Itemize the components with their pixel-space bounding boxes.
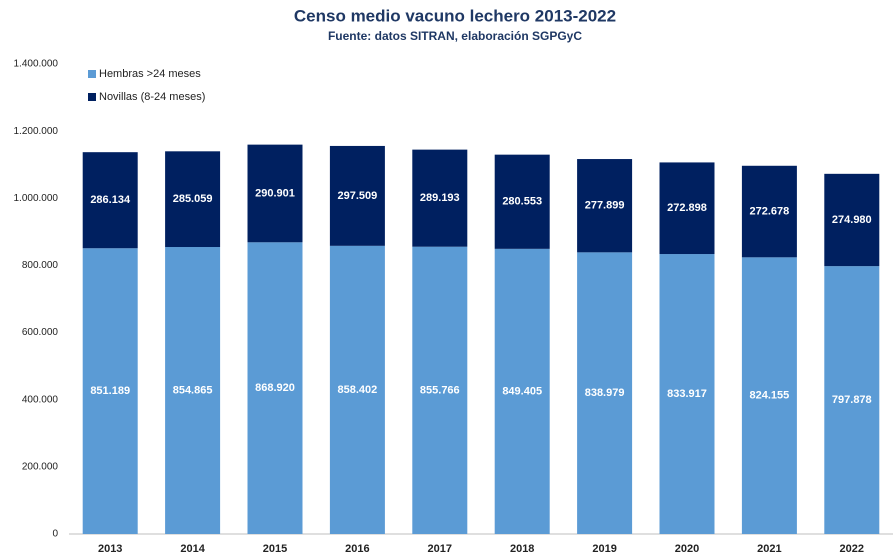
bar-segment bbox=[824, 173, 880, 267]
data-label: 286.134 bbox=[90, 194, 131, 206]
x-tick-label: 2022 bbox=[840, 543, 864, 555]
x-tick-label: 2015 bbox=[263, 543, 287, 555]
bar-segment bbox=[329, 145, 385, 246]
x-tick-label: 2021 bbox=[757, 543, 781, 555]
data-label: 855.766 bbox=[420, 384, 460, 396]
chart-title: Censo medio vacuno lechero 2013-2022 bbox=[294, 6, 616, 25]
y-tick-label: 600.000 bbox=[22, 327, 59, 338]
y-tick-label: 1.400.000 bbox=[14, 59, 59, 70]
bar-segment bbox=[824, 266, 880, 534]
y-tick-label: 800.000 bbox=[22, 260, 59, 271]
bar-segment bbox=[494, 248, 550, 535]
data-label: 290.901 bbox=[255, 187, 295, 199]
bar-segment bbox=[165, 247, 221, 534]
data-label: 297.509 bbox=[338, 190, 378, 202]
legend-swatch bbox=[88, 70, 96, 78]
data-label: 833.917 bbox=[667, 388, 707, 400]
chart-subtitle: Fuente: datos SITRAN, elaboración SGPGyC bbox=[328, 29, 582, 43]
data-label: 272.898 bbox=[667, 202, 707, 214]
y-tick-label: 0 bbox=[52, 529, 58, 540]
legend-label: Novillas (8-24 meses) bbox=[99, 91, 205, 103]
data-label: 854.865 bbox=[173, 384, 213, 396]
data-label: 824.155 bbox=[750, 390, 790, 402]
bar-segment bbox=[494, 154, 550, 249]
x-tick-label: 2020 bbox=[675, 543, 699, 555]
y-tick-label: 1.200.000 bbox=[14, 126, 59, 137]
bar-segment bbox=[82, 152, 138, 249]
x-tick-label: 2017 bbox=[428, 543, 452, 555]
bar-segment bbox=[247, 144, 303, 243]
data-label: 851.189 bbox=[90, 385, 130, 397]
data-label: 858.402 bbox=[338, 384, 378, 396]
bar-segment bbox=[247, 242, 303, 534]
bar-segment bbox=[165, 151, 221, 248]
data-label: 849.405 bbox=[502, 385, 542, 397]
bar-segment bbox=[82, 248, 138, 534]
x-tick-label: 2016 bbox=[345, 543, 369, 555]
x-tick-label: 2019 bbox=[592, 543, 616, 555]
data-label: 289.193 bbox=[420, 192, 460, 204]
x-tick-label: 2018 bbox=[510, 543, 534, 555]
data-label: 797.878 bbox=[832, 394, 872, 406]
y-tick-label: 400.000 bbox=[22, 394, 59, 405]
data-label: 280.553 bbox=[502, 196, 542, 208]
y-tick-label: 1.000.000 bbox=[14, 193, 59, 204]
bar-segment bbox=[577, 159, 633, 253]
bar-segment bbox=[577, 252, 633, 534]
legend-label: Hembras >24 meses bbox=[99, 68, 201, 80]
data-label: 285.059 bbox=[173, 193, 213, 205]
x-tick-label: 2014 bbox=[180, 543, 205, 555]
bar-segment bbox=[659, 254, 715, 534]
legend-swatch bbox=[88, 93, 96, 101]
bar-segment bbox=[329, 245, 385, 534]
bar-segment bbox=[741, 257, 797, 534]
x-tick-label: 2013 bbox=[98, 543, 122, 555]
data-label: 868.920 bbox=[255, 382, 295, 394]
data-label: 838.979 bbox=[585, 387, 625, 399]
y-tick-label: 200.000 bbox=[22, 461, 59, 472]
data-label: 274.980 bbox=[832, 214, 872, 226]
bar-segment bbox=[412, 246, 468, 534]
data-label: 272.678 bbox=[750, 205, 790, 217]
bar-segment bbox=[412, 149, 468, 247]
bar-segment bbox=[741, 165, 797, 258]
data-label: 277.899 bbox=[585, 200, 625, 212]
bar-segment bbox=[659, 162, 715, 255]
